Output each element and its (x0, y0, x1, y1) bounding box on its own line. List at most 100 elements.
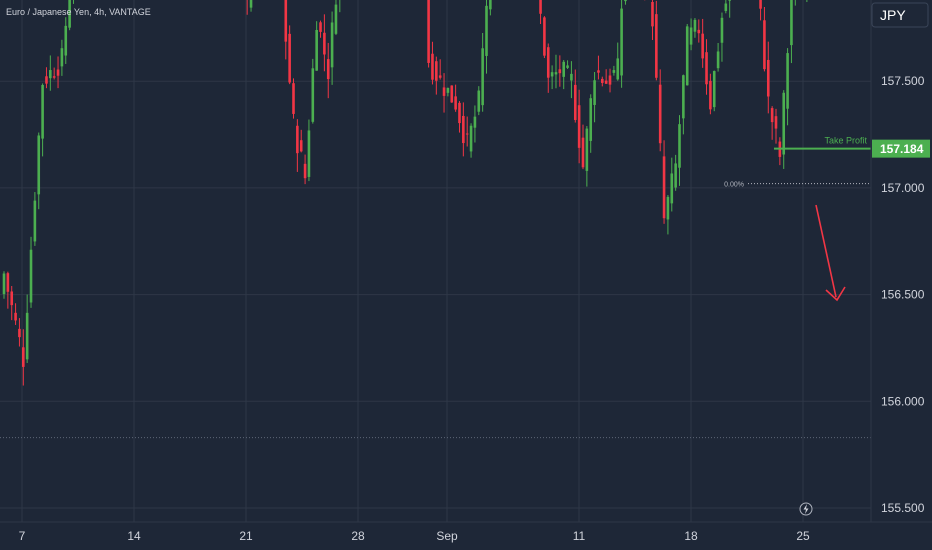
candle-body (303, 163, 307, 179)
candle-body (709, 80, 712, 110)
currency-button-label[interactable]: JPY (880, 7, 906, 23)
candle-body (601, 78, 604, 83)
candle-body (685, 26, 689, 86)
time-tick-label: 7 (19, 529, 26, 543)
currency-button[interactable]: JPY (871, 2, 929, 28)
candle-body (477, 90, 481, 112)
time-tick-label: 28 (351, 529, 365, 543)
candle-body (682, 75, 685, 119)
candle-body (64, 25, 68, 56)
candle-body (489, 0, 492, 10)
price-tick-label: 157.500 (881, 74, 925, 88)
candle-body (589, 98, 593, 141)
candle-body (465, 133, 469, 135)
forecast-arrow (815, 204, 837, 298)
candle-body (554, 72, 558, 75)
candle-body (689, 27, 693, 45)
candle-body (52, 76, 56, 78)
candle-body (323, 32, 326, 55)
candle-body (566, 65, 569, 68)
candle-body (454, 96, 457, 110)
candle-body (450, 85, 454, 103)
candle-body (334, 4, 338, 34)
candle-body (33, 200, 37, 242)
candle-body (307, 130, 311, 177)
candle-body (604, 80, 608, 84)
time-tick-label: 18 (684, 529, 698, 543)
candle-body (674, 163, 677, 188)
candle-body (558, 69, 562, 74)
replay-lightning-icon[interactable] (799, 502, 813, 516)
grid (0, 0, 871, 522)
candle-body (716, 51, 720, 69)
candle-body (728, 0, 731, 1)
candle-body (68, 0, 71, 28)
candle-body (608, 75, 612, 85)
candles (2, 0, 808, 386)
candle-body (481, 48, 484, 106)
candle-body (18, 328, 21, 338)
candle-body (577, 105, 581, 148)
take-profit-label: Take Profit (824, 136, 867, 146)
candle-body (701, 33, 704, 59)
candle-body (462, 115, 465, 144)
candle-body (770, 108, 774, 123)
candle-body (438, 75, 442, 78)
time-tick-label: Sep (436, 529, 458, 543)
candle-body (311, 68, 315, 122)
candle-body (759, 0, 762, 9)
candle-body (319, 22, 322, 32)
candle-body (546, 47, 550, 78)
candle-body (473, 116, 477, 128)
candle-body (662, 156, 666, 219)
candle-body (292, 83, 295, 114)
candle-body (49, 70, 52, 79)
candle-body (651, 1, 654, 27)
candle-body (763, 20, 766, 70)
candle-body (593, 80, 596, 105)
candle-body (712, 71, 716, 108)
candle-body (539, 0, 542, 14)
candle-body (435, 61, 438, 81)
candle-body (299, 140, 303, 152)
candle-body (22, 347, 25, 367)
price-tick-label: 157.000 (881, 181, 925, 195)
candle-body (550, 72, 554, 77)
annotations: Stop Loss127.20%Sell Entry100.00%Take Pr… (724, 136, 871, 302)
take-profit-price-tag: 157.184 (880, 142, 924, 156)
forecast-arrow-head (825, 286, 846, 302)
candle-body (458, 102, 461, 124)
time-tick-label: 21 (239, 529, 253, 543)
candle-body (442, 87, 446, 96)
candle-body (570, 73, 573, 81)
candle-body (431, 53, 434, 80)
currency-button-bg (871, 2, 929, 28)
candle-body (620, 8, 623, 76)
candle-body (6, 273, 10, 292)
candle-body (655, 14, 658, 78)
candle-body (446, 87, 450, 93)
time-tick-label: 25 (796, 529, 810, 543)
price-axis[interactable]: 155.500156.000156.500157.000157.500159.5… (881, 0, 925, 515)
candle-body (562, 61, 565, 77)
candle-body (624, 0, 627, 2)
candle-body (326, 59, 330, 80)
candle-body (766, 59, 770, 97)
time-tick-label: 11 (573, 529, 586, 543)
candle-body (693, 19, 697, 32)
candle-body (616, 58, 620, 80)
time-axis[interactable]: 7 14 21 28 Sep 11 18 25 (19, 529, 810, 543)
candle-body (678, 124, 681, 168)
candle-body (658, 84, 662, 144)
candle-body (37, 135, 41, 195)
candle-body (41, 84, 44, 139)
candle-body (786, 53, 789, 109)
candle-body (315, 29, 318, 71)
candle-body (774, 116, 778, 129)
candle-body (14, 312, 17, 321)
candle-body (29, 249, 33, 303)
